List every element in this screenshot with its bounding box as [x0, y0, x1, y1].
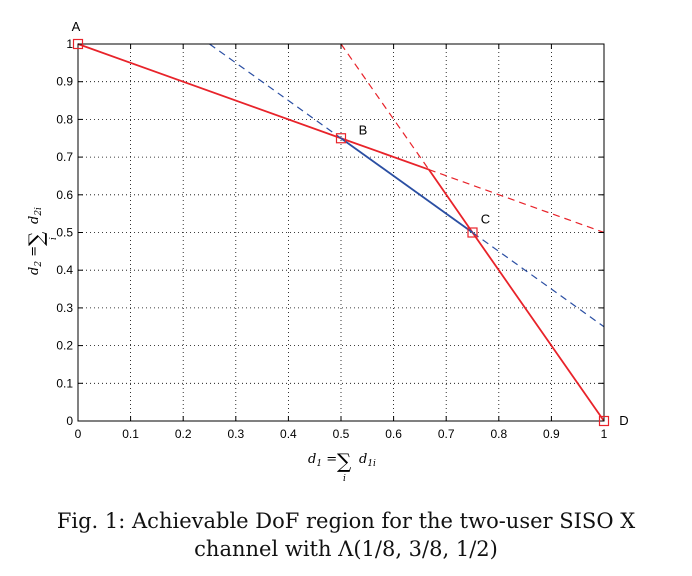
y-tick-label: 0.6	[56, 188, 73, 202]
grid-lines	[78, 44, 604, 421]
point-marker-c	[467, 227, 478, 238]
caption-line-2: channel with Λ(1/8, 3/8, 1/2)	[194, 537, 498, 561]
point-label-b: B	[359, 122, 368, 137]
x-tick-label: 0.1	[122, 427, 139, 441]
y-tick-label: 0.7	[56, 150, 73, 164]
x-tick-label: 0.5	[333, 427, 350, 441]
svg-text:d2 =: d2 =	[27, 246, 44, 275]
caption-line-1: Fig. 1: Achievable DoF region for the tw…	[56, 509, 636, 533]
series-line-4	[340, 43, 430, 170]
x-tick-label: 0.4	[280, 427, 297, 441]
series-line-3	[209, 43, 605, 328]
y-tick-label: 0	[66, 414, 73, 428]
x-tick-label: 0.7	[438, 427, 455, 441]
point-markers: A B C D	[72, 19, 629, 428]
y-tick-label: 0.4	[56, 263, 73, 277]
svg-text:∑: ∑	[24, 231, 48, 246]
y-tick-label: 1	[66, 37, 73, 51]
point-marker-d	[598, 415, 610, 427]
x-tick-label: 0.8	[490, 427, 507, 441]
x-tick-label: 0.6	[385, 427, 402, 441]
series-line-5	[428, 168, 605, 234]
point-label-a: A	[72, 19, 81, 34]
point-label-d: D	[619, 413, 628, 428]
x-axis-label: d1 = ∑ i d1i	[308, 449, 376, 484]
svg-text:i: i	[49, 237, 59, 240]
point-label-c: C	[481, 212, 490, 227]
svg-text:i: i	[343, 474, 346, 484]
axis-ticks: 0 0.1 0.2 0.3 0.4 0.5 0.6 0.7 0.8 0.9 1 0 0.1 0.2 0.3 0…	[56, 37, 607, 441]
y-tick-label: 0.2	[56, 339, 73, 353]
y-tick-label: 0.5	[56, 226, 73, 240]
x-tick-label: 0	[75, 427, 82, 441]
svg-text:d1i: d1i	[359, 452, 376, 469]
x-tick-label: 0.9	[543, 427, 560, 441]
svg-text:d2i: d2i	[27, 207, 44, 224]
x-tick-label: 0.2	[175, 427, 192, 441]
y-tick-label: 0.3	[56, 301, 73, 315]
y-tick-label: 0.8	[56, 112, 73, 126]
x-tick-label: 0.3	[227, 427, 244, 441]
dof-region-chart: 0 0.1 0.2 0.3 0.4 0.5 0.6 0.7 0.8 0.9 1 0 0.1 0.2 0.3 0…	[24, 19, 629, 484]
figure-caption: Fig. 1: Achievable DoF region for the tw…	[0, 507, 692, 563]
point-marker-a	[72, 38, 84, 50]
y-tick-label: 0.9	[56, 75, 73, 89]
y-tick-label: 0.1	[56, 376, 73, 390]
y-axis-label: d2 = ∑ i d2i	[24, 207, 59, 275]
series-lines	[77, 43, 605, 422]
svg-text:∑: ∑	[337, 449, 352, 473]
svg-text:d1 =: d1 =	[308, 452, 337, 469]
point-marker-b	[335, 133, 347, 144]
x-tick-label: 1	[601, 427, 608, 441]
